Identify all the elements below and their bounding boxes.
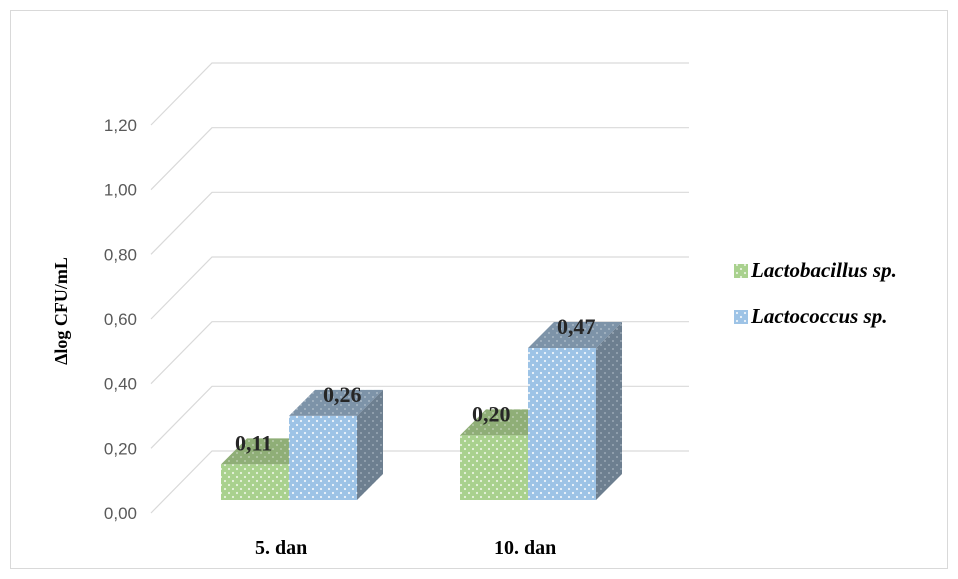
gridline	[150, 191, 689, 255]
bar-front	[460, 435, 528, 500]
legend-label: Lactococcus sp.	[750, 304, 887, 328]
category-label: 5. dan	[255, 537, 307, 559]
y-tick-label: 1,00	[104, 181, 137, 200]
y-tick-label: 0,60	[104, 310, 137, 329]
legend-swatch	[734, 264, 748, 278]
bar-front	[221, 464, 289, 500]
bar-top	[528, 322, 622, 349]
bar-side	[596, 322, 622, 500]
data-label: 0,11	[235, 430, 272, 455]
data-label: 0,26	[323, 382, 362, 407]
y-tick-label: 1,20	[104, 116, 137, 135]
bar	[528, 322, 622, 500]
y-tick-label: 0,40	[104, 375, 137, 394]
gridline	[150, 62, 689, 126]
gridlines	[150, 62, 689, 514]
legend-label: Lactobacillus sp.	[750, 258, 897, 282]
bar-front	[528, 348, 596, 500]
gridline	[150, 127, 689, 191]
y-tick-label: 0,20	[104, 439, 137, 458]
bars	[221, 322, 622, 500]
bar-front	[289, 415, 357, 500]
data-label: 0,20	[472, 401, 511, 426]
legend: Lactobacillus sp. Lactococcus sp.	[734, 258, 897, 328]
bar-chart: 0,00 0,20 0,40 0,60 0,80 1,00 1,20 0,11 0,26 0,2…	[51, 62, 897, 559]
legend-swatch	[734, 310, 748, 324]
y-tick-label: 0,80	[104, 245, 137, 264]
bar-top	[289, 389, 383, 416]
x-axis-categories: 5. dan 10. dan	[255, 537, 556, 559]
bar-side	[357, 389, 383, 500]
bar	[289, 389, 383, 500]
y-axis-title: Δlog CFU/mL	[51, 257, 71, 365]
category-label: 10. dan	[494, 537, 556, 559]
gridline	[150, 256, 689, 320]
y-axis-ticks: 0,00 0,20 0,40 0,60 0,80 1,00 1,20	[104, 116, 137, 523]
data-label: 0,47	[557, 314, 596, 339]
y-tick-label: 0,00	[104, 504, 137, 523]
data-labels: 0,11 0,26 0,20 0,47	[235, 314, 596, 455]
legend-item: Lactococcus sp.	[734, 304, 887, 328]
legend-item: Lactobacillus sp.	[734, 258, 897, 282]
chart-area: 0,00 0,20 0,40 0,60 0,80 1,00 1,20 0,11 0,26 0,2…	[10, 10, 948, 569]
gridline	[150, 321, 689, 385]
